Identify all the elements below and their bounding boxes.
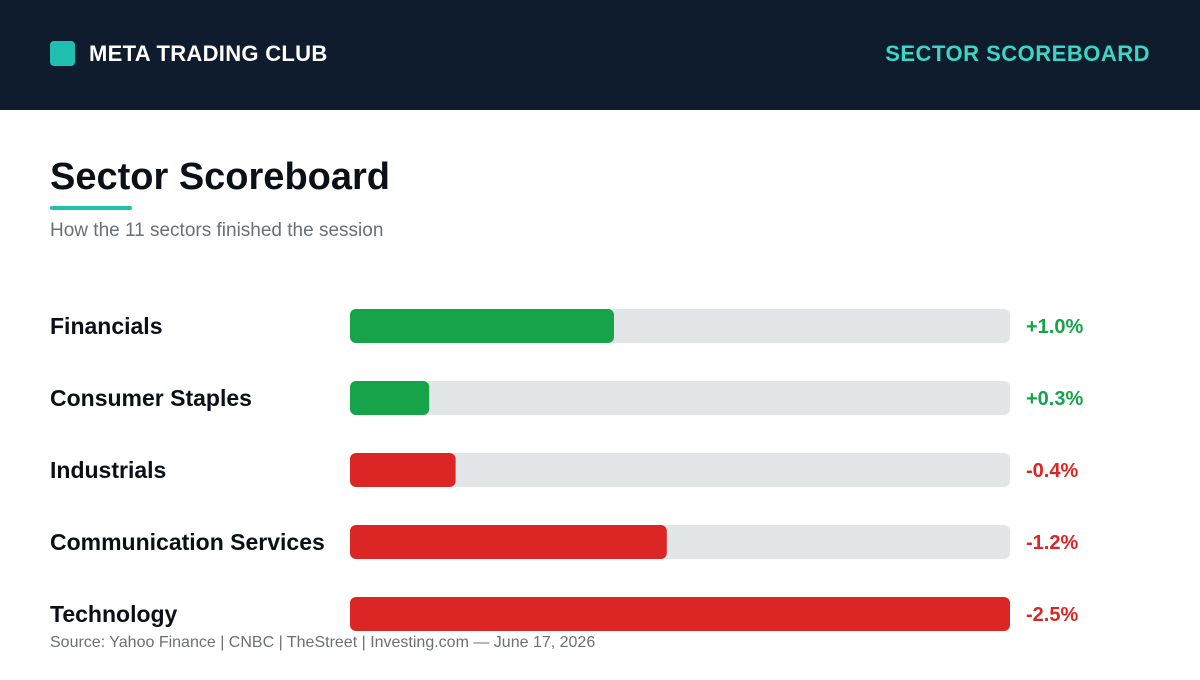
brand-logo-icon <box>50 41 75 66</box>
bar-row: Industrials -0.4% <box>50 453 1078 487</box>
source-note: Source: Yahoo Finance | CNBC | TheStreet… <box>50 634 596 651</box>
bar <box>350 381 430 415</box>
category-label: Financials <box>50 313 162 339</box>
bar-track <box>350 381 1010 415</box>
category-label: Consumer Staples <box>50 385 252 411</box>
value-label: +1.0% <box>1026 316 1083 338</box>
value-label: -2.5% <box>1026 604 1078 626</box>
bar-row: Financials +1.0% <box>50 309 1083 343</box>
bar-row: Technology -2.5% <box>50 597 1078 631</box>
bar-row: Communication Services -1.2% <box>50 525 1078 559</box>
bar-row: Consumer Staples +0.3% <box>50 381 1083 415</box>
header-bar: META TRADING CLUB SECTOR SCOREBOARD <box>0 0 1200 110</box>
bar <box>350 453 456 487</box>
category-label: Communication Services <box>50 529 325 555</box>
bar <box>350 525 667 559</box>
bar <box>350 309 614 343</box>
value-label: +0.3% <box>1026 388 1083 410</box>
brand-name: META TRADING CLUB <box>89 41 328 66</box>
value-label: -0.4% <box>1026 460 1078 482</box>
page-title: Sector Scoreboard <box>50 156 390 198</box>
header-section-label: SECTOR SCOREBOARD <box>885 41 1150 66</box>
bar <box>350 597 1010 631</box>
category-label: Industrials <box>50 457 166 483</box>
page-subtitle: How the 11 sectors finished the session <box>50 220 384 241</box>
bar-track <box>350 453 1010 487</box>
value-label: -1.2% <box>1026 532 1078 554</box>
title-underline <box>50 206 132 210</box>
category-label: Technology <box>50 601 178 627</box>
